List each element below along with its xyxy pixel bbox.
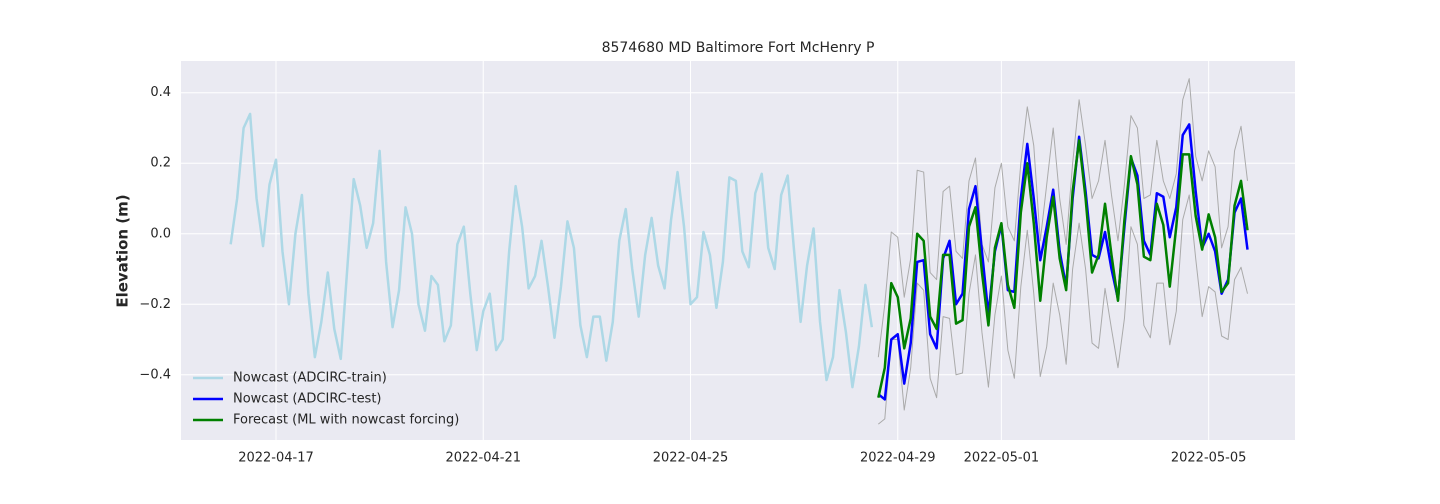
y-axis-label: Elevation (m): [114, 194, 132, 307]
x-tick-label: 2022-04-21: [445, 451, 521, 466]
y-tick-label: 0.2: [150, 156, 171, 171]
chart-title: 8574680 MD Baltimore Fort McHenry P: [602, 40, 875, 56]
x-tick-label: 2022-05-01: [964, 451, 1040, 466]
legend-label: Nowcast (ADCIRC-test): [233, 392, 382, 407]
y-tick-label: −0.4: [139, 367, 171, 382]
legend-label: Forecast (ML with nowcast forcing): [233, 413, 459, 428]
legend: Nowcast (ADCIRC-train) Nowcast (ADCIRC-te…: [193, 371, 459, 428]
y-tick-label: −0.2: [139, 297, 171, 312]
series-line: [878, 194, 1248, 425]
y-tick-label: 0.4: [150, 85, 171, 100]
x-tick-label: 2022-04-25: [653, 451, 729, 466]
x-tick-label: 2022-04-29: [860, 451, 936, 466]
series-line: [877, 139, 1249, 398]
series-line: [229, 112, 874, 389]
y-tick-label: 0.0: [150, 226, 171, 241]
x-tick-label: 2022-04-17: [238, 451, 314, 466]
legend-label: Nowcast (ADCIRC-train): [233, 371, 387, 386]
x-tick-label: 2022-05-05: [1171, 451, 1247, 466]
series-line: [877, 78, 1248, 358]
